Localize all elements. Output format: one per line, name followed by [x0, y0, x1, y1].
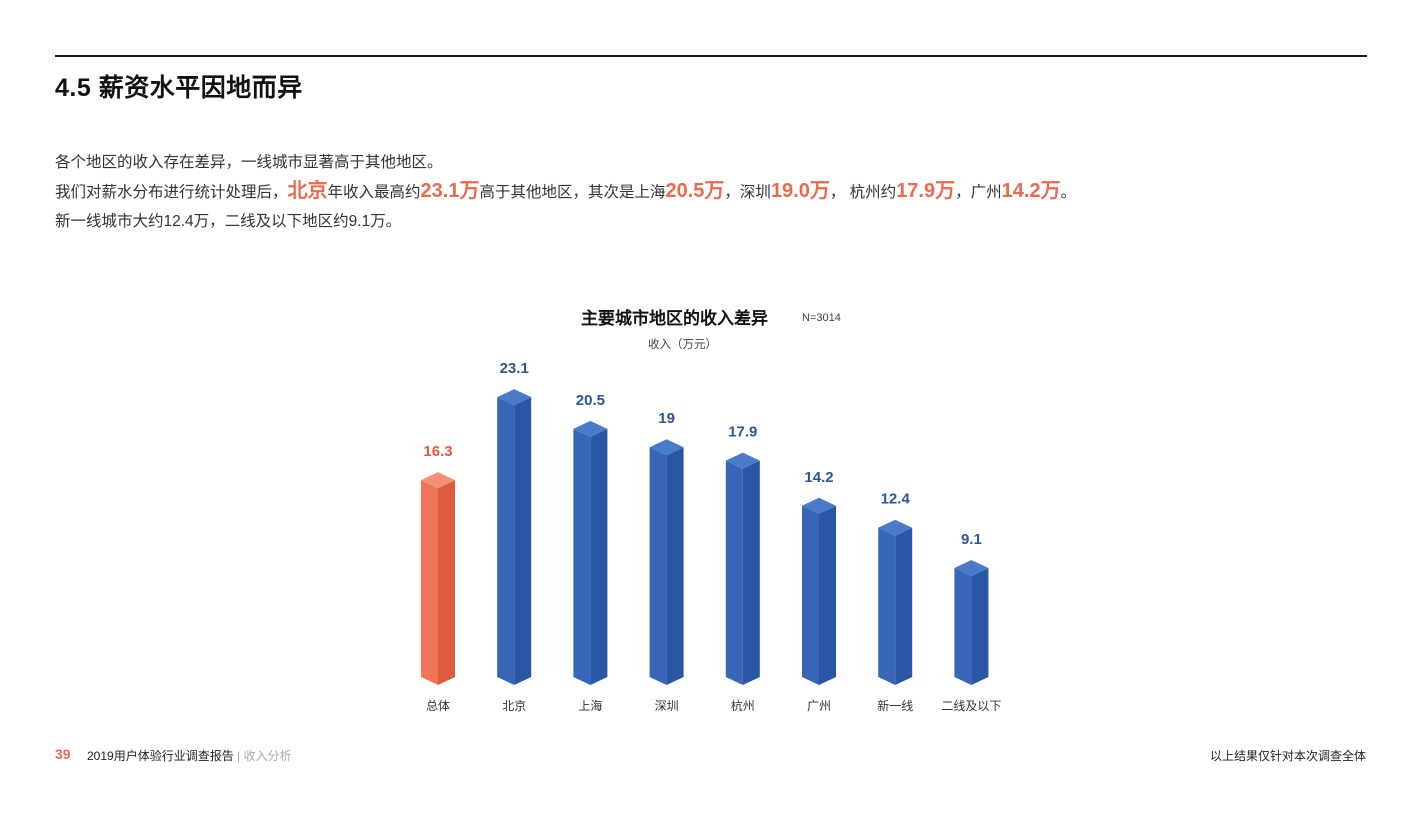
- value-label: 9.1: [961, 531, 982, 548]
- intro-text-segment: 年收入最高约: [327, 184, 421, 201]
- value-label: 12.4: [881, 491, 911, 508]
- bar-二线及以下: 9.1: [954, 531, 989, 685]
- category-label: 二线及以下: [941, 699, 1001, 713]
- value-label: 16.3: [423, 443, 452, 460]
- y-axis-label: 收入（万元）: [648, 339, 717, 351]
- intro-text-segment: ，广州: [955, 184, 1002, 201]
- bar-广州: 14.2: [802, 469, 836, 685]
- footer-note: 以上结果仅针对本次调查全体: [1209, 749, 1366, 763]
- chart-title: 主要城市地区的收入差异: [581, 309, 768, 328]
- bar-总体: 16.3: [421, 443, 455, 685]
- intro-text: 各个地区的收入存在差异，一线城市显著高于其他地区。 我们对薪水分布进行统计处理后…: [55, 148, 1076, 236]
- intro-line-2: 我们对薪水分布进行统计处理后，北京年收入最高约23.1万高于其他地区，其次是上海…: [55, 177, 1076, 207]
- value-label: 14.2: [804, 469, 833, 486]
- highlight-value: 19.0万: [770, 180, 830, 202]
- page-number: 39: [55, 746, 71, 762]
- sample-size: N=3014: [802, 312, 841, 324]
- category-label: 上海: [578, 698, 602, 713]
- highlight-value: 20.5万: [665, 180, 725, 202]
- highlight-value: 17.9万: [896, 180, 956, 202]
- highlight-value: 23.1万: [420, 180, 480, 202]
- footer-report-title: 2019用户体验行业调查报告 | 收入分析: [87, 747, 292, 764]
- intro-line-3: 新一线城市大约12.4万，二线及以下地区约9.1万。: [55, 213, 402, 230]
- intro-text-segment: 我们对薪水分布进行统计处理后，: [55, 184, 288, 201]
- value-label: 20.5: [576, 392, 605, 409]
- page-title: 4.5 薪资水平因地而异: [55, 74, 303, 102]
- value-label: 19: [658, 410, 675, 427]
- category-label: 杭州: [731, 698, 755, 713]
- bar-新一线: 12.4: [878, 491, 913, 685]
- bar-杭州: 17.9: [725, 424, 760, 685]
- footer-section: 收入分析: [243, 749, 292, 763]
- footer-separator: |: [237, 749, 241, 763]
- intro-line-1: 各个地区的收入存在差异，一线城市显著高于其他地区。: [55, 154, 443, 171]
- bar-北京: 23.1: [497, 360, 532, 685]
- category-label: 新一线: [877, 698, 913, 713]
- category-label: 总体: [426, 699, 450, 713]
- intro-text-segment: 。: [1060, 184, 1077, 201]
- report-title: 2019用户体验行业调查报告: [87, 749, 234, 763]
- category-label: 广州: [807, 699, 831, 713]
- category-label: 北京: [502, 699, 526, 713]
- bar-深圳: 19: [649, 410, 684, 685]
- bar-上海: 20.5: [573, 392, 608, 685]
- intro-text-segment: ， 杭州约: [829, 184, 897, 201]
- category-label: 深圳: [655, 699, 679, 713]
- highlight-value: 14.2万: [1001, 180, 1061, 202]
- highlight-city: 北京: [287, 180, 328, 202]
- intro-text-segment: ，深圳: [724, 184, 771, 201]
- top-rule: [55, 55, 1367, 57]
- intro-text-segment: 高于其他地区，其次是上海: [479, 184, 666, 201]
- value-label: 23.1: [500, 360, 529, 377]
- value-label: 17.9: [728, 424, 757, 441]
